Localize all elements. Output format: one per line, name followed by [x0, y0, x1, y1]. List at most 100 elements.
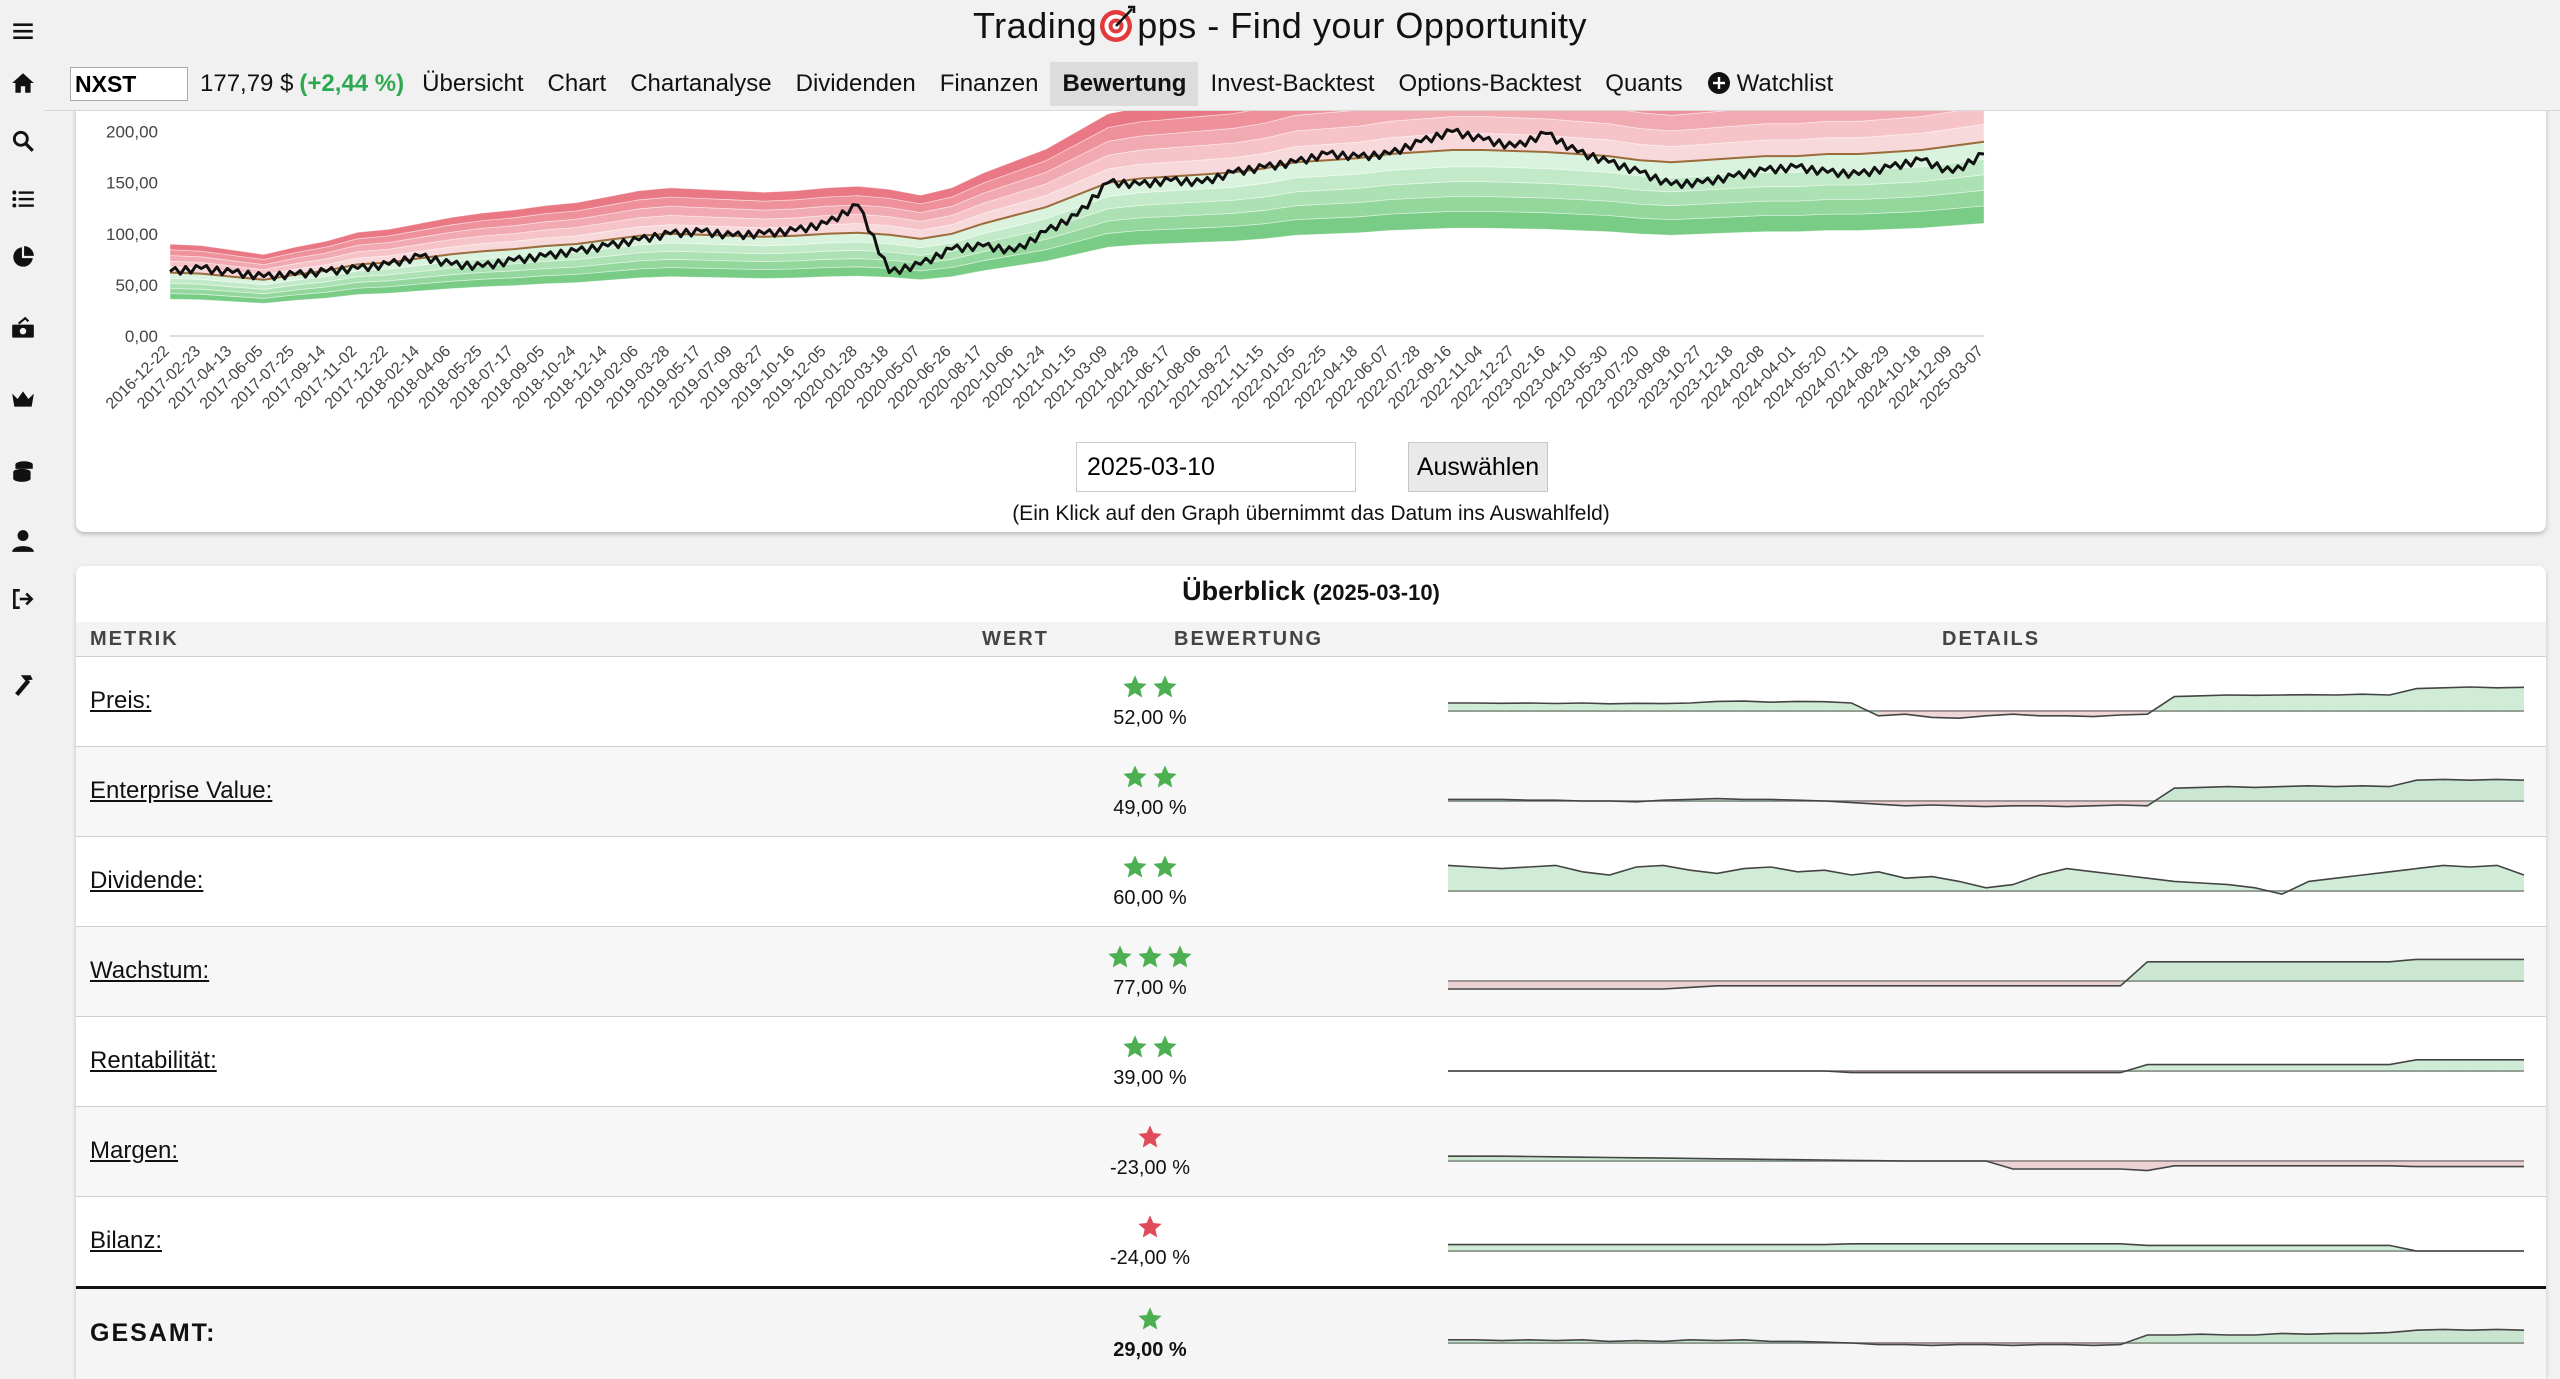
rating-percent: -24,00 % [1109, 1247, 1191, 1269]
overview-date: (2025-03-10) [1312, 580, 1440, 605]
metric-link[interactable]: Rentabilität: [90, 1047, 217, 1074]
detail-sparkline [1448, 1155, 2524, 1172]
rating-stars [1050, 1305, 1250, 1335]
watchlist-label: Watchlist [1736, 70, 1834, 97]
table-header: METRIK WERT BEWERTUNG DETAILS [76, 622, 2546, 656]
detail-sparkline [1448, 1243, 2524, 1252]
detail-sparkline [1448, 958, 2524, 990]
metric-link[interactable]: Wachstum: [90, 957, 210, 984]
star-icon [1153, 1035, 1177, 1058]
table-row: Rentabilität: 39,00 % [76, 1016, 2546, 1107]
rating-percent: 52,00 % [1113, 707, 1187, 729]
rating-stars [1050, 763, 1250, 793]
coins-icon[interactable] [6, 454, 40, 488]
rating-percent: -23,00 % [1109, 1157, 1191, 1179]
tab-finanzen[interactable]: Finanzen [939, 70, 1039, 97]
overview-title: Überblick (2025-03-10) [76, 576, 2546, 607]
ticker-input[interactable] [70, 67, 188, 101]
col-bewertung: BEWERTUNG [1174, 628, 1324, 650]
col-metrik: METRIK [90, 628, 179, 650]
money-icon[interactable] [6, 312, 40, 346]
rating-stars [1050, 1213, 1250, 1243]
top-bar: Trading pps - Find your Opportunity 177,7… [44, 0, 2560, 111]
table-row: Wachstum: 77,00 % [76, 926, 2546, 1017]
y-tick-label: 50,00 [115, 276, 158, 295]
col-details: DETAILS [1942, 628, 2041, 650]
date-input[interactable] [1076, 442, 1356, 492]
overview-card: Überblick (2025-03-10) METRIK WERT BEWER… [76, 566, 2546, 1379]
plus-circle-icon [1707, 72, 1730, 94]
detail-sparkline [1447, 864, 2525, 896]
rating-percent: 77,00 % [1113, 977, 1187, 999]
star-icon [1123, 765, 1147, 788]
star-icon [1138, 945, 1162, 968]
detail-sparkline [1448, 1059, 2524, 1074]
star-icon [1153, 855, 1177, 878]
star-icon [1168, 945, 1192, 968]
star-icon [1138, 1215, 1162, 1238]
table-row: Bilanz: -24,00 % [76, 1196, 2546, 1287]
list-icon[interactable] [6, 182, 40, 216]
star-icon [1138, 1125, 1162, 1148]
sidebar [0, 0, 44, 1372]
chart-hint: (Ein Klick auf den Graph übernimmt das D… [1012, 502, 1610, 525]
metric-link: GESAMT: [90, 1319, 217, 1347]
app-title: Trading pps - Find your Opportunity [44, 4, 2516, 47]
rating-stars [1050, 943, 1250, 973]
tab-bewertung[interactable]: Bewertung [1050, 62, 1199, 106]
tab-watchlist[interactable]: Watchlist [1695, 62, 1845, 106]
menu-icon[interactable] [6, 14, 40, 48]
rating-percent: 49,00 % [1113, 797, 1187, 819]
crown-icon[interactable] [6, 382, 40, 416]
metric-link[interactable]: Bilanz: [90, 1227, 163, 1254]
logout-icon[interactable] [6, 582, 40, 616]
valuation-chart-card: 0,0050,00100,00150,00200,00250,002016-12… [76, 70, 2546, 532]
price-value: 177,79 $ [200, 70, 294, 97]
select-button[interactable]: Auswählen [1408, 442, 1548, 492]
tab-chart[interactable]: Chart [547, 70, 607, 97]
metric-link[interactable]: Dividende: [90, 867, 204, 894]
table-row: Dividende: 60,00 % [76, 836, 2546, 927]
detail-sparkline [1448, 778, 2525, 808]
tab-uebersicht[interactable]: Übersicht [422, 70, 524, 97]
tab-quants[interactable]: Quants [1605, 70, 1683, 97]
app-title-text: Trading [973, 5, 1098, 46]
rating-stars [1050, 1123, 1250, 1153]
tab-options-backtest[interactable]: Options-Backtest [1398, 70, 1582, 97]
metric-link[interactable]: Enterprise Value: [90, 777, 273, 804]
fair-value-line [169, 140, 1985, 281]
star-icon [1138, 1307, 1162, 1330]
hammer-icon[interactable] [6, 668, 40, 702]
valuation-chart[interactable]: 0,0050,00100,00150,00200,00250,002016-12… [76, 70, 2546, 434]
rating-stars [1050, 853, 1250, 883]
rating-stars [1050, 1033, 1250, 1063]
tab-invest-backtest[interactable]: Invest-Backtest [1210, 70, 1375, 97]
nav-bar: 177,79 $(+2,44 %) Übersicht Chart Charta… [70, 62, 1845, 106]
rating-percent: 60,00 % [1113, 887, 1187, 909]
y-tick-label: 200,00 [106, 123, 158, 142]
metric-link[interactable]: Preis: [90, 687, 152, 714]
table-row: Margen: -23,00 % [76, 1106, 2546, 1197]
home-icon[interactable] [6, 66, 40, 100]
star-icon [1108, 945, 1132, 968]
star-icon [1123, 675, 1147, 698]
table-row: GESAMT: 29,00 % [76, 1286, 2546, 1379]
price-text: 177,79 $ (+2,44 %) [200, 70, 404, 98]
tab-chartanalyse[interactable]: Chartanalyse [630, 70, 772, 97]
price-line [169, 127, 1985, 282]
y-tick-label: 100,00 [106, 225, 158, 244]
search-icon[interactable] [6, 124, 40, 158]
star-icon [1123, 1035, 1147, 1058]
tab-dividenden[interactable]: Dividenden [795, 70, 916, 97]
price-change: (+2,44 %) [299, 70, 405, 97]
pie-chart-icon[interactable] [6, 240, 40, 274]
rating-stars [1050, 673, 1250, 703]
detail-sparkline [1448, 686, 2525, 720]
table-row: Preis: 52,00 % [76, 656, 2546, 747]
user-icon[interactable] [6, 524, 40, 558]
table-row: Enterprise Value: 49,00 % [76, 746, 2546, 837]
y-tick-label: 0,00 [125, 327, 158, 346]
metric-link[interactable]: Margen: [90, 1137, 179, 1164]
star-icon [1153, 765, 1177, 788]
star-icon [1123, 855, 1147, 878]
